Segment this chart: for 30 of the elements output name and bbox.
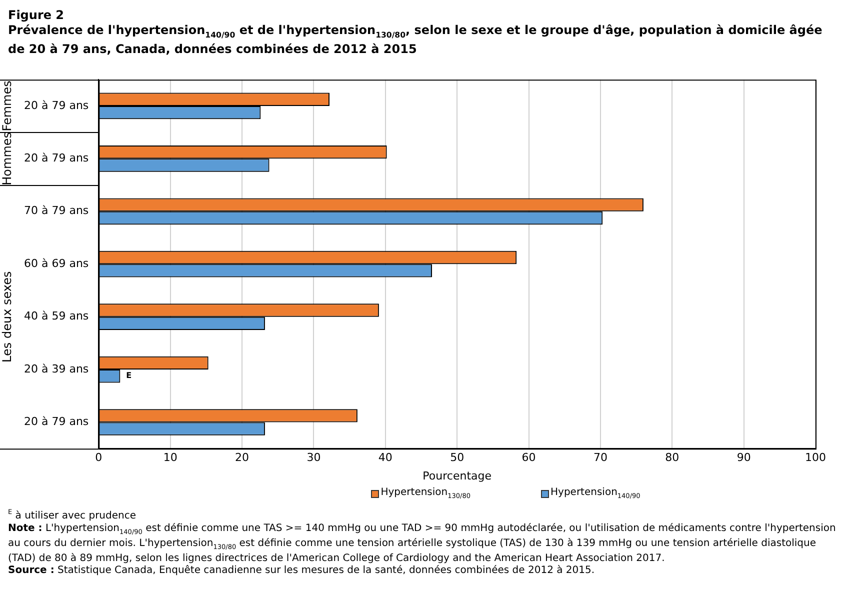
- text: $^{E}$ à utiliser avec prudence: [8, 507, 138, 523]
- y-tick-label: 20 à 79 ans: [24, 152, 89, 165]
- legend-label: Hypertension$_{130/80}$: [380, 487, 470, 500]
- x-tick-label: 60: [522, 451, 536, 464]
- text: Femmes: [0, 81, 14, 132]
- x-tick-label: 30: [306, 451, 321, 464]
- y-tick-label: 20 à 39 ans: [24, 362, 89, 376]
- x-tick-label: 10: [163, 451, 178, 464]
- y-tick-label: 20 à 79 ans: [24, 415, 89, 428]
- y-tick-label: 70 à 79 ans: [24, 204, 89, 218]
- x-tick-label: 20: [235, 451, 250, 464]
- chart-subtitle: Prévalence de l'hypertension$_{140/90}$ et de l'hypertension$_{130/80}$, selon le sexe et le groupe d'âge, population à domicile âgée de 20 à 79 ans, Canada, données combinées de 2012 à 2015: [8, 23, 824, 58]
- x-tick-label: 80: [665, 451, 680, 464]
- x-tick-label: 100: [805, 451, 826, 464]
- x-tick-label: 70: [593, 451, 608, 464]
- x-tick-label: 50: [450, 451, 464, 464]
- text: Les deux sexes: [0, 272, 14, 363]
- chart-title: Figure 2: [8, 8, 66, 23]
- x-axis-title: Pourcentage: [422, 470, 492, 483]
- text: Note : L'hypertension$_{140/90}$ est définie comme une TAS >= 140 mmHg ou une TAD >= 90 mmHg autodéclarée, ou l'utilisation de médicaments contre l'hypertension au cours du dernier mois. L'hypertension$_{130/80}$ est définie comme une tension artérielle systolique (TAS) de 130 à 139 mmHg ou une tension artérielle diastolique (TAD) de 80 à 89 mmHg, selon les lignes directrices de l'American College of Cardiology and the American Heart Association 2017.: [8, 522, 837, 565]
- data-label: E: [126, 372, 132, 381]
- y-tick-label: 60 à 69 ans: [24, 257, 89, 270]
- y-tick-label: 20 à 79 ans: [24, 99, 89, 112]
- x-tick-label: 40: [378, 451, 392, 464]
- x-tick-label: 90: [736, 451, 751, 464]
- x-tick-label: 0: [95, 451, 102, 464]
- y-tick-label: 40 à 59 ans: [24, 310, 89, 324]
- source-note: Source : Statistique Canada, Enquête canadienne sur les mesures de la santé, données combinées de 2012 à 2015.: [8, 564, 596, 577]
- legend-label: Hypertension$_{140/90}$: [550, 487, 640, 500]
- text: Hommes: [0, 132, 14, 186]
